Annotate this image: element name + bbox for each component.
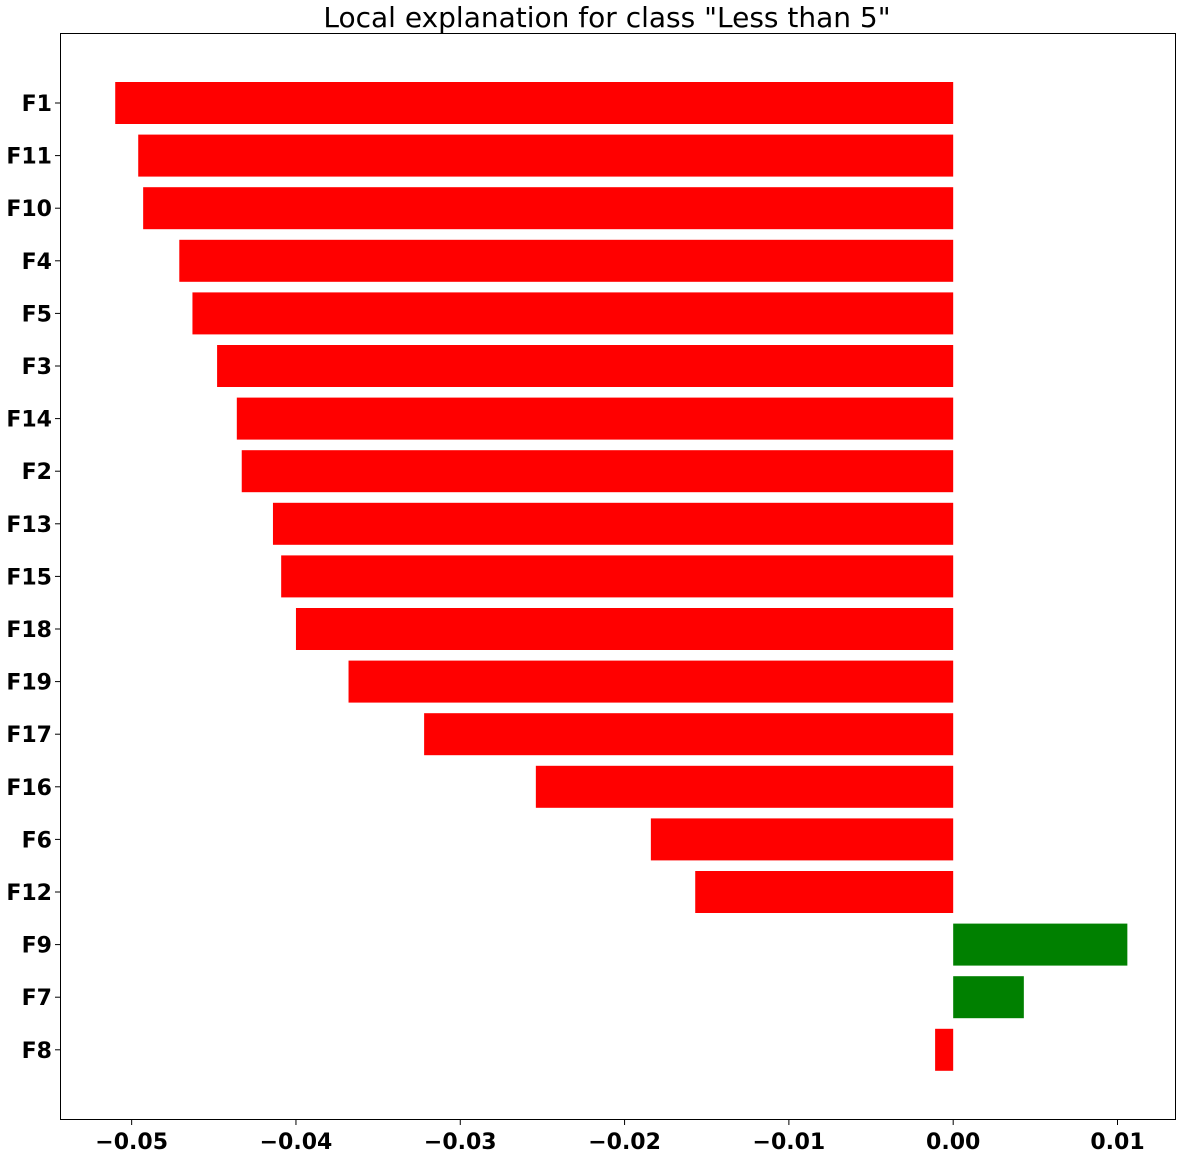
bar-f9: [953, 923, 1128, 966]
y-tick-label: F17: [6, 723, 52, 748]
y-tick-label: F4: [22, 250, 52, 275]
y-tick-label: F12: [6, 881, 52, 906]
bar-f1: [115, 82, 954, 124]
bar-f2: [241, 450, 954, 493]
x-axis: −0.05 −0.04 −0.03 −0.02 −0.01 0.00 0.01: [95, 1119, 1145, 1154]
bar-f13: [272, 502, 954, 545]
bars-group: [115, 82, 1128, 1071]
bar-f10: [143, 187, 954, 230]
bar-f16: [535, 765, 954, 808]
bar-f12: [695, 871, 954, 913]
y-tick-label: F3: [22, 355, 52, 380]
bar-f11: [138, 134, 954, 177]
y-axis: F1 F11 F10 F4 F5 F3 F14 F2 F13 F15 F18 F19 F17 F16 F6 F…: [6, 92, 61, 1064]
y-tick-label: F9: [22, 934, 52, 959]
y-tick-label: F14: [6, 408, 52, 433]
x-tick-label: −0.01: [753, 1130, 826, 1154]
bar-f4: [179, 239, 954, 282]
y-tick-label: F7: [22, 986, 52, 1011]
y-tick-label: F15: [6, 565, 52, 590]
bar-f7: [953, 976, 1024, 1019]
x-tick-label: 0.00: [926, 1130, 980, 1154]
bar-f3: [217, 345, 954, 387]
y-tick-label: F16: [6, 776, 52, 801]
bar-f6: [650, 818, 954, 861]
y-tick-label: F10: [6, 197, 52, 222]
bar-f19: [348, 660, 954, 703]
y-tick-label: F8: [22, 1039, 52, 1064]
bar-f5: [192, 292, 954, 335]
bar-f14: [236, 397, 954, 440]
x-tick-label: −0.05: [95, 1130, 168, 1154]
y-tick-label: F6: [22, 828, 52, 853]
bar-f17: [424, 713, 954, 756]
x-tick-label: 0.01: [1090, 1130, 1144, 1154]
x-tick-label: −0.04: [260, 1130, 333, 1154]
y-tick-label: F11: [6, 145, 52, 170]
y-tick-label: F18: [6, 618, 52, 643]
y-tick-label: F13: [6, 513, 52, 538]
y-tick-label: F5: [22, 302, 52, 327]
bar-f18: [295, 608, 954, 650]
chart-title: Local explanation for class "Less than 5…: [323, 1, 890, 34]
y-tick-label: F19: [6, 671, 52, 696]
x-tick-label: −0.02: [588, 1130, 661, 1154]
y-tick-label: F1: [22, 92, 52, 117]
bar-f8: [935, 1028, 954, 1071]
bar-f15: [281, 555, 954, 598]
y-tick-label: F2: [22, 460, 52, 485]
x-tick-label: −0.03: [424, 1130, 497, 1154]
